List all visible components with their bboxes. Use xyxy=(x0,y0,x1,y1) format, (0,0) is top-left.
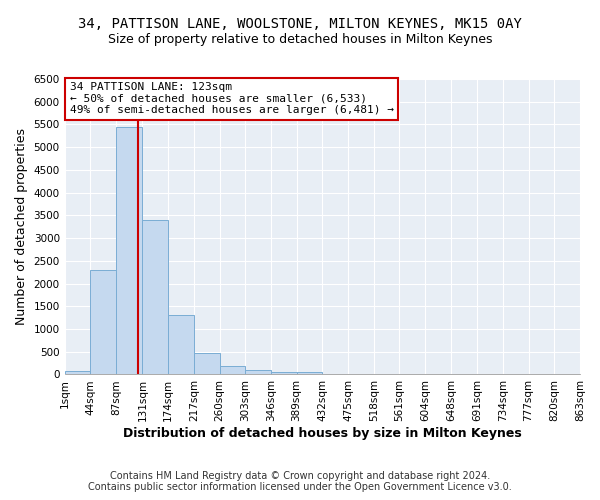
Bar xyxy=(65,372,91,374)
Text: 34, PATTISON LANE, WOOLSTONE, MILTON KEYNES, MK15 0AY: 34, PATTISON LANE, WOOLSTONE, MILTON KEY… xyxy=(78,18,522,32)
X-axis label: Distribution of detached houses by size in Milton Keynes: Distribution of detached houses by size … xyxy=(123,427,522,440)
Bar xyxy=(116,126,142,374)
Bar xyxy=(245,370,271,374)
Bar xyxy=(142,220,168,374)
Text: 34 PATTISON LANE: 123sqm
← 50% of detached houses are smaller (6,533)
49% of sem: 34 PATTISON LANE: 123sqm ← 50% of detach… xyxy=(70,82,394,115)
Bar xyxy=(271,372,296,374)
Bar xyxy=(194,352,220,374)
Text: Contains HM Land Registry data © Crown copyright and database right 2024.
Contai: Contains HM Land Registry data © Crown c… xyxy=(88,471,512,492)
Bar xyxy=(168,315,194,374)
Bar xyxy=(91,270,116,374)
Y-axis label: Number of detached properties: Number of detached properties xyxy=(15,128,28,325)
Bar xyxy=(220,366,245,374)
Text: Size of property relative to detached houses in Milton Keynes: Size of property relative to detached ho… xyxy=(108,32,492,46)
Bar xyxy=(296,372,322,374)
